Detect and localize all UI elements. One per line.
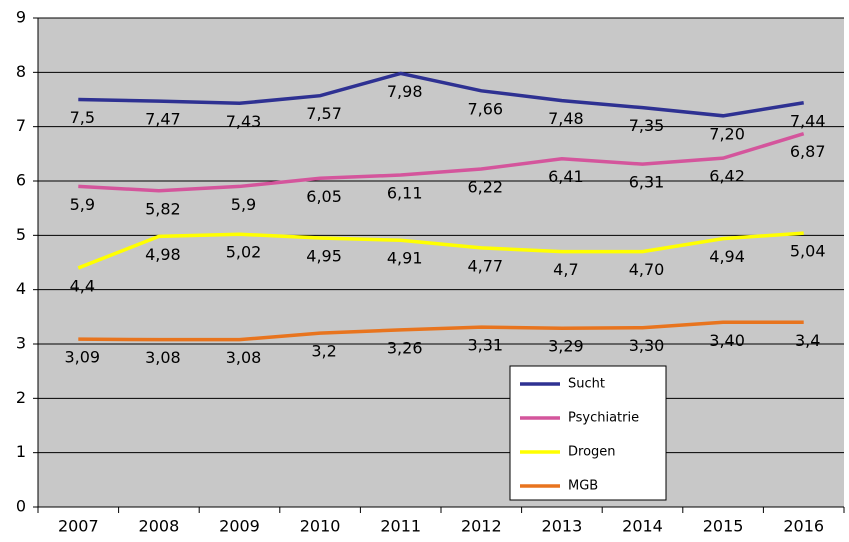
x-tick-label: 2013 <box>542 517 583 536</box>
data-label: 4,4 <box>70 276 95 295</box>
y-tick-label: 3 <box>16 334 26 353</box>
data-label: 4,7 <box>553 260 578 279</box>
plot-area <box>38 18 844 507</box>
legend-label: Sucht <box>568 377 605 392</box>
y-tick-label: 8 <box>16 62 26 81</box>
legend-label: MGB <box>568 479 598 494</box>
data-label: 3,26 <box>387 338 423 357</box>
data-label: 6,87 <box>790 142 826 161</box>
y-tick-label: 6 <box>16 171 26 190</box>
data-label: 7,5 <box>70 108 95 127</box>
data-label: 3,09 <box>64 348 100 367</box>
data-label: 4,70 <box>629 260 665 279</box>
data-label: 4,95 <box>306 247 342 266</box>
data-label: 7,48 <box>548 109 584 128</box>
data-label: 7,98 <box>387 82 423 101</box>
data-label: 5,9 <box>231 195 256 214</box>
legend-box <box>509 365 667 501</box>
y-tick-label: 5 <box>16 225 26 244</box>
data-label: 4,77 <box>467 256 503 275</box>
data-label: 7,43 <box>226 112 262 131</box>
x-tick-label: 2012 <box>461 517 502 536</box>
data-label: 4,91 <box>387 249 423 268</box>
data-label: 7,35 <box>629 116 665 135</box>
y-tick-label: 1 <box>16 442 26 461</box>
data-label: 7,57 <box>306 104 342 123</box>
data-label: 7,66 <box>467 99 503 118</box>
data-label: 6,05 <box>306 187 342 206</box>
data-label: 5,9 <box>70 195 95 214</box>
legend-label: Psychiatrie <box>568 411 639 426</box>
data-label: 3,08 <box>145 348 181 367</box>
data-label: 5,02 <box>226 243 262 262</box>
x-tick-label: 2011 <box>380 517 421 536</box>
data-label: 6,41 <box>548 167 584 186</box>
series-line <box>78 71 804 118</box>
y-tick-label: 9 <box>16 8 26 27</box>
data-label: 6,11 <box>387 184 423 203</box>
data-label: 3,31 <box>467 336 503 355</box>
data-label: 5,04 <box>790 242 826 261</box>
data-label: 7,47 <box>145 110 181 129</box>
x-tick-label: 2008 <box>139 517 180 536</box>
x-tick-label: 2015 <box>703 517 744 536</box>
data-label: 3,40 <box>709 331 745 350</box>
series-line <box>78 132 805 193</box>
data-label: 4,98 <box>145 245 181 264</box>
y-tick-label: 7 <box>16 116 26 135</box>
data-label: 7,44 <box>790 111 826 130</box>
y-tick-label: 2 <box>16 388 26 407</box>
x-tick-label: 2009 <box>219 517 260 536</box>
data-label: 7,20 <box>709 124 745 143</box>
data-label: 3,2 <box>311 342 336 361</box>
x-tick-label: 2007 <box>58 517 99 536</box>
data-label: 6,31 <box>629 173 665 192</box>
legend-label: Drogen <box>568 445 616 460</box>
data-label: 3,30 <box>629 336 665 355</box>
series-line <box>78 320 804 342</box>
x-tick-label: 2016 <box>783 517 824 536</box>
data-label: 3,29 <box>548 337 584 356</box>
x-tick-label: 2014 <box>622 517 663 536</box>
data-label: 6,42 <box>709 167 745 186</box>
y-tick-label: 0 <box>16 497 26 516</box>
data-label: 6,22 <box>467 178 503 197</box>
x-tick-label: 2010 <box>300 517 341 536</box>
data-label: 5,82 <box>145 199 181 218</box>
data-label: 3,08 <box>226 348 262 367</box>
series-line <box>77 231 804 270</box>
y-tick-label: 4 <box>16 279 26 298</box>
data-label: 4,94 <box>709 247 745 266</box>
data-label: 3,4 <box>795 331 820 350</box>
